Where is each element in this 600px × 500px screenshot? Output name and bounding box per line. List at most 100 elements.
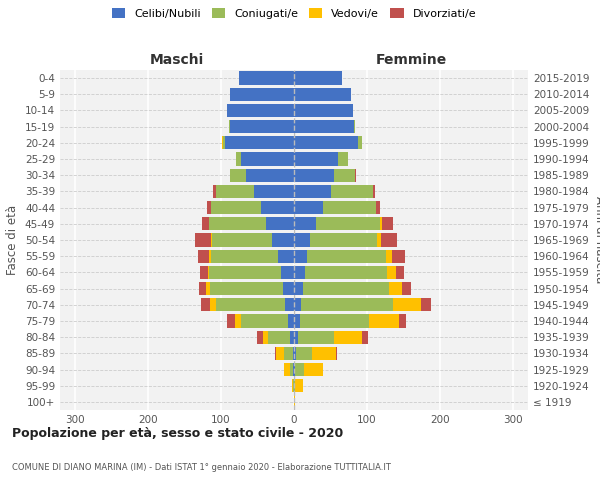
Bar [358,136,362,149]
Bar [307,250,386,263]
Bar [323,201,376,214]
Bar [230,168,247,182]
Bar [370,314,398,328]
Bar [198,250,209,263]
Bar [209,266,281,279]
Bar [200,266,208,279]
Bar [290,363,293,376]
Bar [294,282,303,295]
Bar [230,120,294,134]
Bar [354,120,355,134]
Bar [387,266,395,279]
Bar [294,72,341,85]
Bar [294,396,295,408]
Bar [209,217,266,230]
Legend: Celibi/Nubili, Coniugati/e, Vedovi/e, Divorziati/e: Celibi/Nubili, Coniugati/e, Vedovi/e, Di… [112,8,476,19]
Bar [288,314,294,328]
Y-axis label: Fasce di età: Fasce di età [7,205,19,275]
Bar [294,250,307,263]
Bar [221,136,223,149]
Bar [294,168,334,182]
Bar [241,314,288,328]
Bar [294,234,310,246]
Bar [224,136,294,149]
Bar [392,250,405,263]
Bar [376,201,380,214]
Bar [334,168,355,182]
Bar [257,330,263,344]
Bar [301,298,393,312]
Bar [216,298,285,312]
Bar [294,363,295,376]
Bar [338,152,348,166]
Text: Femmine: Femmine [376,53,446,67]
Bar [294,379,295,392]
Bar [202,217,209,230]
Bar [294,330,298,344]
Bar [294,298,301,312]
Bar [210,298,216,312]
Bar [293,379,294,392]
Bar [230,88,294,101]
Bar [382,217,393,230]
Bar [209,250,211,263]
Bar [275,346,277,360]
Bar [294,266,305,279]
Bar [211,250,278,263]
Bar [373,185,375,198]
Bar [304,363,323,376]
Bar [393,298,421,312]
Bar [268,330,290,344]
Bar [377,234,381,246]
Bar [235,314,241,328]
Bar [290,330,294,344]
Bar [380,217,382,230]
Bar [229,120,230,134]
Bar [201,298,210,312]
Bar [292,379,293,392]
Bar [281,266,294,279]
Bar [227,104,294,117]
Bar [331,185,373,198]
Bar [303,282,389,295]
Bar [294,120,354,134]
Bar [278,250,294,263]
Bar [272,234,294,246]
Bar [335,346,337,360]
Bar [266,217,294,230]
Bar [421,298,431,312]
Bar [395,266,404,279]
Bar [294,217,316,230]
Bar [386,250,392,263]
Bar [294,185,331,198]
Bar [284,346,293,360]
Bar [212,234,272,246]
Bar [310,234,377,246]
Bar [211,234,212,246]
Bar [254,185,294,198]
Bar [239,72,294,85]
Bar [298,330,334,344]
Bar [208,266,209,279]
Bar [213,185,216,198]
Bar [199,282,206,295]
Bar [300,314,370,328]
Y-axis label: Anni di nascita: Anni di nascita [593,196,600,284]
Bar [294,88,351,101]
Bar [261,201,294,214]
Bar [294,201,323,214]
Bar [284,363,290,376]
Bar [294,346,296,360]
Bar [293,363,294,376]
Bar [223,136,224,149]
Bar [294,152,338,166]
Bar [211,201,261,214]
Bar [227,314,235,328]
Bar [295,379,303,392]
Bar [283,282,294,295]
Bar [402,282,411,295]
Bar [296,346,312,360]
Bar [334,330,362,344]
Bar [362,330,368,344]
Bar [207,201,211,214]
